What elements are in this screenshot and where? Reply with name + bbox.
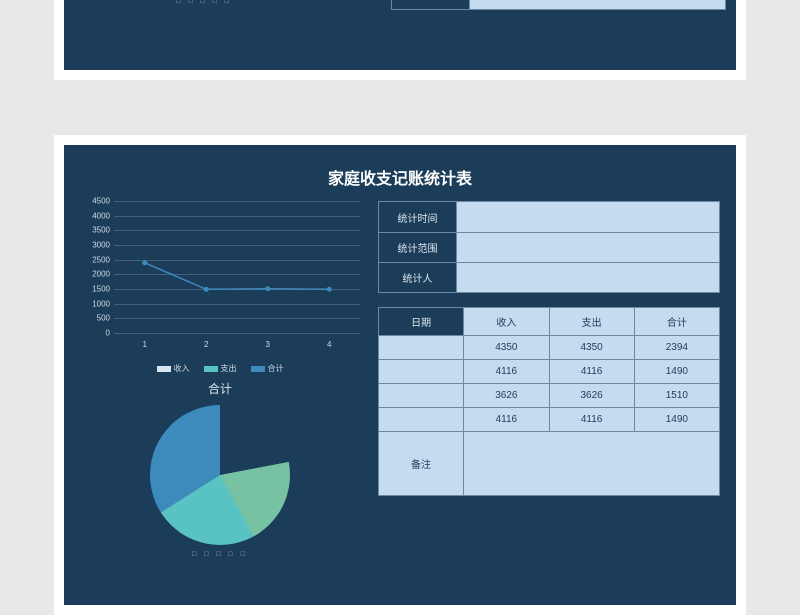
y-tick-label: 500 (80, 314, 110, 323)
y-tick-label: 2000 (80, 270, 110, 279)
table-header: 收入 (464, 308, 549, 335)
table-header: 日期 (379, 308, 464, 335)
pager-dots-top: □ □ □ □ □ (154, 0, 254, 5)
table-header: 支出 (550, 308, 635, 335)
legend-item: 收入 (157, 363, 190, 374)
meta-table: 统计时间统计范围统计人 (378, 201, 720, 293)
table-cell: 4116 (464, 360, 549, 383)
legend-item: 合计 (251, 363, 284, 374)
table-cell: 4350 (550, 336, 635, 359)
meta-value (457, 263, 719, 292)
table-cell: 4116 (550, 408, 635, 431)
table-cell: 3626 (464, 384, 549, 407)
y-tick-label: 2500 (80, 255, 110, 264)
y-tick-label: 3500 (80, 226, 110, 235)
table-cell (379, 336, 464, 359)
meta-value (457, 233, 719, 262)
pie-title: 合计 (80, 380, 360, 397)
table-cell: 1490 (635, 408, 719, 431)
x-tick-label: 4 (299, 340, 361, 349)
page-main: 家庭收支记账统计表 1234 0 500 1000 1500 2000 2500 3000 3… (54, 135, 746, 615)
table-cell: 4116 (464, 408, 549, 431)
remark-label: 备注 (392, 0, 470, 9)
table-cell: 3626 (550, 384, 635, 407)
meta-value (457, 202, 719, 232)
y-tick-label: 1000 (80, 299, 110, 308)
y-tick-label: 4000 (80, 211, 110, 220)
pager-dots: □ □ □ □ □ (80, 551, 360, 558)
chart-legend: 收入 支出 合计 (80, 363, 360, 374)
y-tick-label: 0 (80, 329, 110, 338)
table-cell: 1510 (635, 384, 719, 407)
table-cell: 2394 (635, 336, 719, 359)
x-tick-label: 2 (176, 340, 238, 349)
meta-label: 统计时间 (379, 202, 457, 232)
table-cell (379, 408, 464, 431)
pie-chart (150, 405, 290, 545)
remark-body (464, 432, 719, 495)
x-tick-label: 3 (237, 340, 299, 349)
table-cell: 1490 (635, 360, 719, 383)
remark-box-top: 备注 (391, 0, 726, 10)
table-header: 合计 (635, 308, 719, 335)
y-tick-label: 4500 (80, 197, 110, 206)
table-cell: 4350 (464, 336, 549, 359)
table-cell: 4116 (550, 360, 635, 383)
y-tick-label: 1500 (80, 285, 110, 294)
meta-label: 统计范围 (379, 233, 457, 262)
page-previous: □ □ □ □ □ 备注 (54, 0, 746, 80)
x-tick-label: 1 (114, 340, 176, 349)
data-table: 日期收入支出合计43504350239441164116149036263626… (378, 307, 720, 496)
page-title: 家庭收支记账统计表 (80, 165, 720, 189)
legend-item: 支出 (204, 363, 237, 374)
remark-label: 备注 (379, 432, 464, 495)
meta-label: 统计人 (379, 263, 457, 292)
bar-chart: 1234 05001000150020002500300035004000450… (80, 201, 360, 361)
table-cell (379, 360, 464, 383)
table-cell (379, 384, 464, 407)
y-tick-label: 3000 (80, 241, 110, 250)
